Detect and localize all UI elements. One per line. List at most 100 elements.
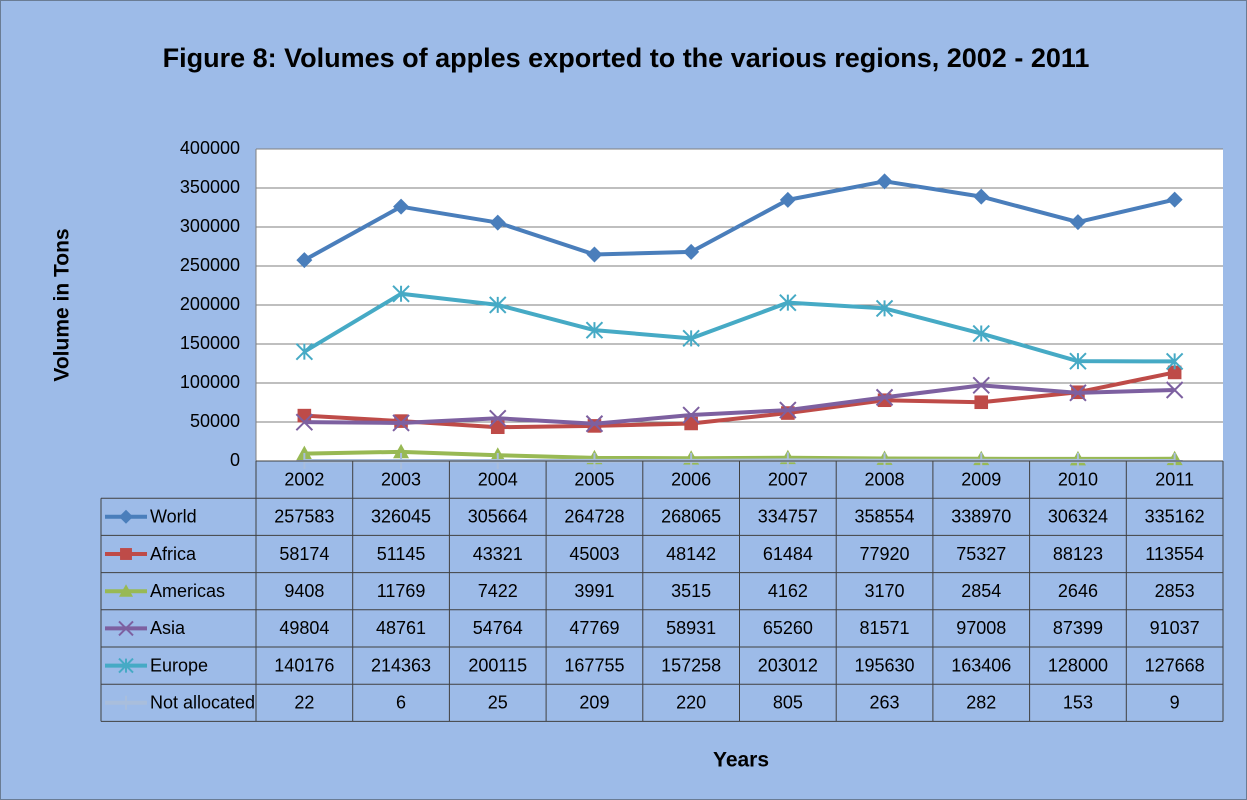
marker (489, 214, 506, 231)
table-cell: 3170 (865, 581, 905, 601)
x-tick-label: 2006 (671, 469, 711, 489)
marker (120, 548, 132, 560)
marker (876, 173, 893, 190)
table-cell: 11769 (377, 581, 426, 601)
table-cell: 306324 (1048, 507, 1108, 527)
marker (587, 419, 602, 433)
marker (118, 657, 134, 674)
marker (119, 584, 133, 597)
table-cell: 263 (870, 693, 900, 713)
x-tick-label: 2009 (961, 469, 1001, 489)
table-cell: 140176 (274, 655, 334, 675)
table-cell: 334757 (758, 507, 818, 527)
legend-label: Africa (150, 544, 197, 564)
marker (779, 293, 797, 312)
marker (118, 620, 134, 637)
table-cell: 3991 (574, 581, 614, 601)
table-cell: 268065 (661, 507, 721, 527)
series-line (304, 370, 1176, 430)
table-cell: 54764 (473, 618, 523, 638)
y-tick-label: 150000 (180, 333, 240, 353)
x-tick-label: 2003 (381, 469, 421, 489)
series-line (303, 179, 1176, 262)
table-cell: 58931 (666, 618, 716, 638)
marker (1165, 381, 1184, 399)
marker (972, 324, 990, 343)
marker (1069, 384, 1087, 402)
table-cell: 65260 (763, 618, 813, 638)
table-cell: 127668 (1145, 655, 1205, 675)
table-cell: 157258 (661, 655, 721, 675)
table-cell: 58174 (279, 544, 329, 564)
legend-label: Asia (150, 618, 186, 638)
table-cell: 45003 (569, 544, 619, 564)
marker (393, 198, 410, 215)
x-tick-label: 2002 (284, 469, 324, 489)
marker (119, 509, 133, 524)
table-cell: 25 (488, 693, 508, 713)
marker (1165, 352, 1184, 371)
marker (1167, 365, 1182, 380)
marker (875, 299, 894, 318)
x-axis-label: Years (713, 749, 769, 772)
table-cell: 805 (773, 693, 803, 713)
table-cell: 48142 (666, 544, 716, 564)
table-cell: 48761 (376, 618, 426, 638)
table-cell: 358554 (855, 507, 915, 527)
marker (875, 388, 894, 407)
table-cell: 338970 (951, 507, 1011, 527)
marker (682, 329, 700, 348)
marker (974, 395, 989, 410)
table-cell: 91037 (1150, 618, 1200, 638)
y-tick-label: 350000 (180, 177, 240, 197)
table-cell: 163406 (951, 655, 1011, 675)
marker (296, 445, 313, 461)
table-cell: 47769 (569, 618, 619, 638)
table-cell: 167755 (564, 655, 624, 675)
x-tick-label: 2005 (574, 469, 614, 489)
chart-title: Figure 8: Volumes of apples exported to … (162, 43, 1090, 73)
marker (489, 409, 507, 427)
marker (393, 443, 410, 459)
marker (973, 188, 990, 205)
y-tick-label: 200000 (180, 294, 240, 314)
table-cell: 326045 (371, 507, 431, 527)
marker (683, 243, 700, 260)
marker (682, 406, 700, 424)
table-cell: 153 (1063, 693, 1093, 713)
marker (585, 415, 604, 433)
table-cell: 43321 (473, 544, 523, 564)
marker (586, 246, 603, 263)
y-tick-label: 250000 (180, 255, 240, 275)
marker (489, 296, 507, 314)
table-cell: 3515 (671, 581, 711, 601)
x-tick-label: 2010 (1058, 469, 1098, 489)
table-cell: 75327 (956, 544, 1006, 564)
table-cell: 113554 (1145, 544, 1204, 564)
y-axis-label: Volume in Tons (51, 228, 74, 381)
marker (1069, 352, 1087, 370)
legend-label: World (150, 507, 197, 527)
table-cell: 214363 (371, 655, 431, 675)
x-tick-label: 2004 (478, 469, 518, 489)
marker (1166, 191, 1183, 208)
table-cell: 335162 (1145, 507, 1205, 527)
table-cell: 282 (966, 693, 996, 713)
table-cell: 97008 (956, 618, 1006, 638)
legend-label: Europe (150, 655, 208, 675)
legend-label: Not allocated (150, 693, 255, 713)
marker (295, 342, 314, 361)
table-cell: 77920 (860, 544, 910, 564)
table-cell: 195630 (855, 655, 915, 675)
table-cell: 7422 (478, 581, 518, 601)
marker (392, 414, 410, 432)
table-cell: 6 (396, 693, 406, 713)
marker (684, 416, 698, 431)
y-tick-label: 0 (230, 450, 240, 470)
marker (392, 285, 410, 303)
marker (295, 413, 314, 431)
table-cell: 9 (1170, 693, 1180, 713)
table-cell: 9408 (284, 581, 324, 601)
marker (779, 191, 796, 208)
